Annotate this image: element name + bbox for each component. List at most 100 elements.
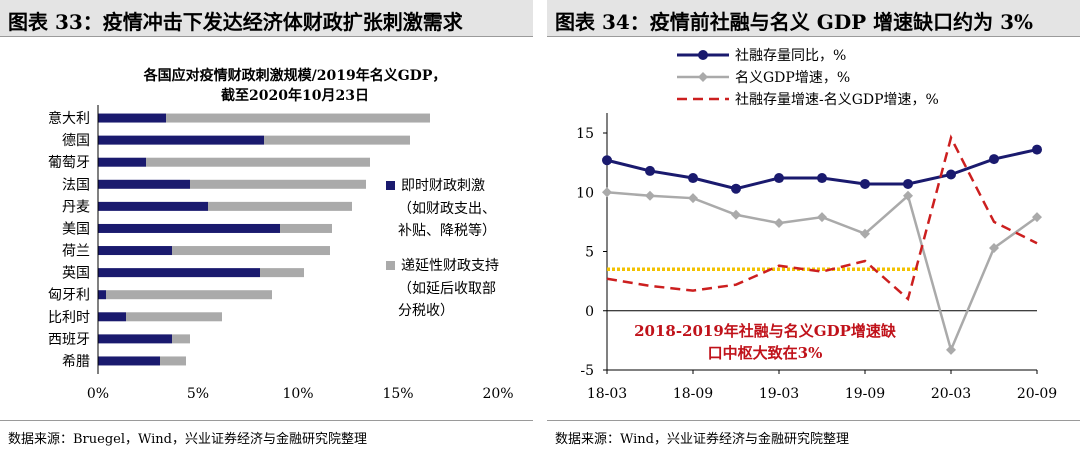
bar-deferred-0 — [166, 113, 430, 123]
right-panel-title: 图表 34：疫情前社融与名义 GDP 增速缺口约为 3% — [555, 10, 1034, 34]
point-tsf-5 — [817, 173, 827, 184]
left-source-divider — [0, 420, 533, 421]
point-tsf-7 — [903, 178, 913, 189]
point-gdp-1 — [645, 190, 655, 201]
bar-deferred-3 — [190, 179, 366, 189]
bar-immediate-6 — [98, 246, 172, 256]
bar-deferred-4 — [208, 201, 352, 211]
x-tick-label: 20-03 — [931, 386, 971, 402]
point-gdp-7 — [903, 190, 913, 201]
legend-marker-0 — [698, 50, 708, 60]
category-label: 葡萄牙 — [48, 155, 90, 171]
category-label: 英国 — [62, 265, 90, 282]
annotation-line-0: 2018-2019年社融与名义GDP增速缺 — [634, 322, 897, 340]
y-tick-label: 0 — [585, 304, 594, 320]
bar-immediate-3 — [98, 179, 190, 189]
point-tsf-8 — [946, 169, 956, 180]
bar-immediate-0 — [98, 113, 166, 123]
bar-immediate-4 — [98, 201, 208, 211]
right-chart-panel: 图表 34：疫情前社融与名义 GDP 增速缺口约为 3% -5 0 5 10 15 18-… — [547, 0, 1080, 455]
bar-deferred-7 — [260, 268, 304, 278]
point-tsf-10 — [1032, 144, 1042, 155]
left-data-source: 数据来源：Bruegel，Wind，兴业证券经济与金融研究院整理 — [8, 432, 367, 447]
x-tick-label: 15% — [382, 386, 413, 402]
legend-note-1: （如延后收取部 — [398, 281, 496, 297]
bar-immediate-5 — [98, 223, 280, 233]
x-tick-label: 0% — [87, 386, 109, 402]
bar-deferred-2 — [146, 157, 370, 167]
point-gdp-0 — [602, 187, 612, 198]
category-label: 丹麦 — [62, 199, 90, 215]
legend-label-0: 社融存量同比，% — [735, 48, 846, 64]
x-tick-label: 18-03 — [587, 386, 627, 402]
annotation-line-1: 口中枢大致在3% — [708, 344, 823, 362]
category-label: 希腊 — [62, 354, 90, 370]
category-label: 美国 — [62, 221, 90, 237]
legend-swatch-0 — [386, 181, 395, 190]
right-source-divider — [547, 420, 1080, 421]
point-gdp-8 — [946, 344, 956, 355]
category-label: 西班牙 — [48, 332, 90, 348]
series-line-2 — [606, 134, 1038, 302]
bar-immediate-7 — [98, 268, 260, 278]
left-chart-panel: 图表 33：疫情冲击下发达经济体财政扩张刺激需求 各国应对疫情财政刺激规模/20… — [0, 0, 533, 455]
x-tick-label: 18-09 — [673, 386, 713, 402]
right-panel-header: 图表 34：疫情前社融与名义 GDP 增速缺口约为 3% — [547, 0, 1080, 37]
point-gdp-10 — [1032, 212, 1042, 223]
x-tick-label: 10% — [282, 386, 313, 402]
point-tsf-2 — [688, 173, 698, 184]
chart-subtitle: 截至2020年10月23日 — [221, 87, 369, 104]
legend-label-2: 社融存量增速-名义GDP增速，% — [735, 92, 939, 108]
legend-label-0: 即时财政刺激 — [401, 177, 485, 194]
bar-deferred-8 — [106, 290, 272, 300]
left-panel-header: 图表 33：疫情冲击下发达经济体财政扩张刺激需求 — [0, 0, 533, 37]
y-tick-label: -5 — [580, 363, 594, 379]
x-tick-label: 5% — [187, 386, 209, 402]
point-tsf-4 — [774, 173, 784, 184]
category-label: 荷兰 — [62, 244, 90, 260]
point-gdp-3 — [731, 209, 741, 220]
legend-label-1: 递延性财政支持 — [401, 258, 499, 274]
legend-note-0: 补贴、降税等） — [398, 222, 496, 239]
bar-immediate-11 — [98, 356, 160, 366]
point-gdp-4 — [774, 218, 784, 229]
point-tsf-6 — [860, 178, 870, 189]
point-tsf-0 — [602, 155, 612, 166]
point-gdp-6 — [860, 228, 870, 239]
legend-label-1: 名义GDP增速，% — [735, 70, 850, 86]
bar-deferred-10 — [172, 334, 190, 344]
left-panel-title: 图表 33：疫情冲击下发达经济体财政扩张刺激需求 — [8, 10, 463, 34]
right-data-source: 数据来源：Wind，兴业证券经济与金融研究院整理 — [555, 432, 849, 447]
point-gdp-9 — [989, 242, 999, 253]
chart-title: 各国应对疫情财政刺激规模/2019年名义GDP， — [143, 67, 447, 84]
category-label: 比利时 — [48, 310, 90, 326]
bar-deferred-9 — [126, 312, 222, 322]
bar-immediate-2 — [98, 157, 146, 167]
y-tick-label: 15 — [576, 126, 594, 142]
legend-note-0: （如财政支出、 — [398, 201, 496, 217]
bar-immediate-9 — [98, 312, 126, 322]
point-gdp-2 — [688, 193, 698, 204]
category-label: 德国 — [62, 133, 90, 149]
legend-marker-1 — [698, 72, 708, 82]
right-line-chart: -5 0 5 10 15 18-03 18-09 19-03 19-09 20-03 20-09 社融… — [576, 48, 1057, 402]
category-label: 匈牙利 — [48, 288, 90, 304]
x-tick-label: 19-09 — [845, 386, 885, 402]
x-tick-label: 20% — [482, 386, 513, 402]
x-tick-label: 19-03 — [759, 386, 799, 402]
category-label: 意大利 — [48, 110, 90, 127]
point-tsf-9 — [989, 154, 999, 165]
category-label: 法国 — [62, 177, 90, 193]
legend-note-1: 分税收） — [398, 303, 454, 319]
bar-immediate-10 — [98, 334, 172, 344]
left-bar-chart: 各国应对疫情财政刺激规模/2019年名义GDP， 截至2020年10月23日意大利… — [48, 67, 514, 402]
bar-deferred-1 — [264, 135, 410, 145]
x-tick-label: 20-09 — [1017, 386, 1057, 402]
legend-swatch-1 — [386, 261, 395, 270]
y-tick-label: 10 — [576, 185, 594, 201]
point-tsf-3 — [731, 183, 741, 194]
bar-deferred-6 — [172, 246, 330, 256]
y-tick-label: 5 — [585, 245, 594, 261]
bar-deferred-11 — [160, 356, 186, 366]
point-tsf-1 — [645, 165, 655, 176]
